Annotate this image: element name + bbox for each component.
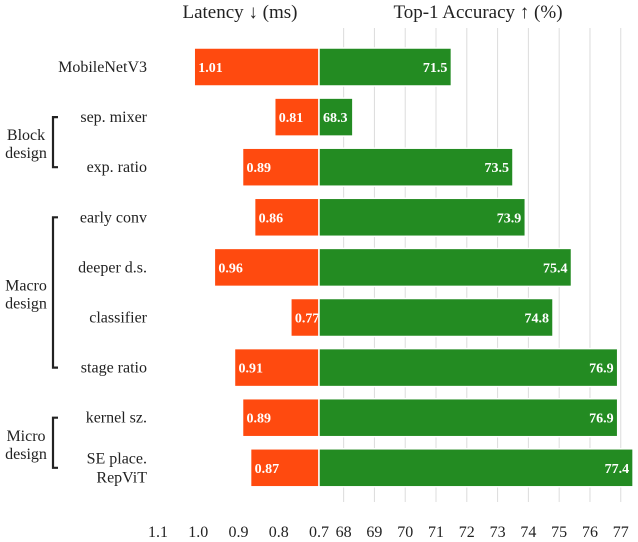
latency-tick-label: 0.7	[309, 524, 329, 541]
latency-value-label: 0.86	[259, 211, 284, 226]
latency-value-label: 1.01	[198, 61, 223, 76]
category-label: SE place. RepViT	[87, 450, 148, 486]
accuracy-value-label: 71.5	[423, 61, 448, 76]
category-labels: MobileNetV3 sep. mixer exp. ratio early con…	[58, 59, 148, 486]
category-label: MobileNetV3	[58, 59, 147, 76]
accuracy-value-label: 75.4	[543, 261, 568, 276]
accuracy-tick-label: 77	[613, 524, 629, 541]
category-label: stage ratio	[81, 360, 147, 377]
latency-value-label: 0.87	[255, 462, 280, 477]
accuracy-value-label: 76.9	[589, 412, 614, 427]
accuracy-bar	[318, 97, 354, 137]
category-label: kernel sz.	[86, 410, 147, 427]
accuracy-value-label: 73.5	[484, 161, 509, 176]
latency-value-label: 0.91	[238, 362, 263, 377]
accuracy-bar	[318, 247, 573, 288]
bars	[193, 47, 634, 488]
group-label: Macro design	[5, 277, 47, 312]
group-label: Block design	[5, 127, 47, 162]
accuracy-value-label: 74.8	[525, 312, 550, 327]
accuracy-bar	[318, 448, 634, 488]
category-label: exp. ratio	[87, 159, 147, 176]
category-label: deeper d.s.	[78, 259, 147, 276]
tick-labels: 1.1 1.0 0.9 0.8 0.7 68 69 70 71 72 73 74 75 76 77	[148, 524, 629, 541]
latency-value-label: 0.89	[247, 161, 272, 176]
latency-bar	[241, 397, 320, 438]
accuracy-panel-title: Top-1 Accuracy ↑ (%)	[393, 2, 562, 23]
latency-value-label: 0.96	[218, 261, 243, 276]
group-bracket	[51, 216, 58, 369]
latency-tick-label: 1.0	[188, 524, 208, 541]
latency-bar	[213, 247, 320, 288]
group-bracket	[51, 416, 58, 469]
latency-bar	[249, 448, 320, 488]
latency-panel-title: Latency ↓ (ms)	[182, 2, 297, 23]
latency-tick-label: 0.9	[229, 524, 249, 541]
accuracy-bar	[318, 397, 619, 438]
accuracy-value-label: 73.9	[497, 211, 522, 226]
accuracy-tick-label: 75	[551, 524, 567, 541]
category-label: early conv	[80, 209, 147, 226]
accuracy-tick-label: 69	[366, 524, 382, 541]
accuracy-tick-label: 72	[459, 524, 475, 541]
category-label: sep. mixer	[80, 109, 147, 126]
accuracy-tick-label: 74	[520, 524, 536, 541]
latency-tick-label: 0.8	[269, 524, 289, 541]
accuracy-bar	[318, 297, 554, 338]
accuracy-value-label: 76.9	[589, 362, 614, 377]
accuracy-tick-label: 70	[397, 524, 413, 541]
value-labels: 1.01 71.5 0.81 68.3 0.89 73.5 0.86 73.9 0.96 75.4…	[198, 61, 629, 477]
accuracy-value-label: 68.3	[323, 111, 348, 126]
group-bracket	[51, 116, 58, 169]
accuracy-bar	[318, 47, 453, 87]
category-label: classifier	[89, 310, 147, 327]
latency-bar	[253, 197, 320, 238]
latency-bar	[290, 297, 320, 338]
accuracy-bar	[318, 347, 619, 388]
accuracy-bar	[318, 197, 527, 238]
accuracy-value-label: 77.4	[605, 462, 630, 477]
latency-tick-label: 1.1	[148, 524, 168, 541]
accuracy-tick-label: 68	[336, 524, 352, 541]
latency-bar	[241, 147, 320, 187]
accuracy-tick-label: 73	[490, 524, 506, 541]
latency-value-label: 0.89	[247, 412, 272, 427]
latency-value-label: 0.77	[295, 312, 320, 327]
latency-value-label: 0.81	[279, 111, 304, 126]
group-label: Micro design	[5, 428, 47, 463]
accuracy-bar	[318, 147, 514, 187]
latency-bar	[233, 347, 320, 388]
group-brackets: Block design Macro design Micro design	[5, 116, 58, 469]
accuracy-tick-label: 71	[428, 524, 444, 541]
accuracy-tick-label: 76	[582, 524, 598, 541]
latency-bar	[273, 97, 320, 137]
